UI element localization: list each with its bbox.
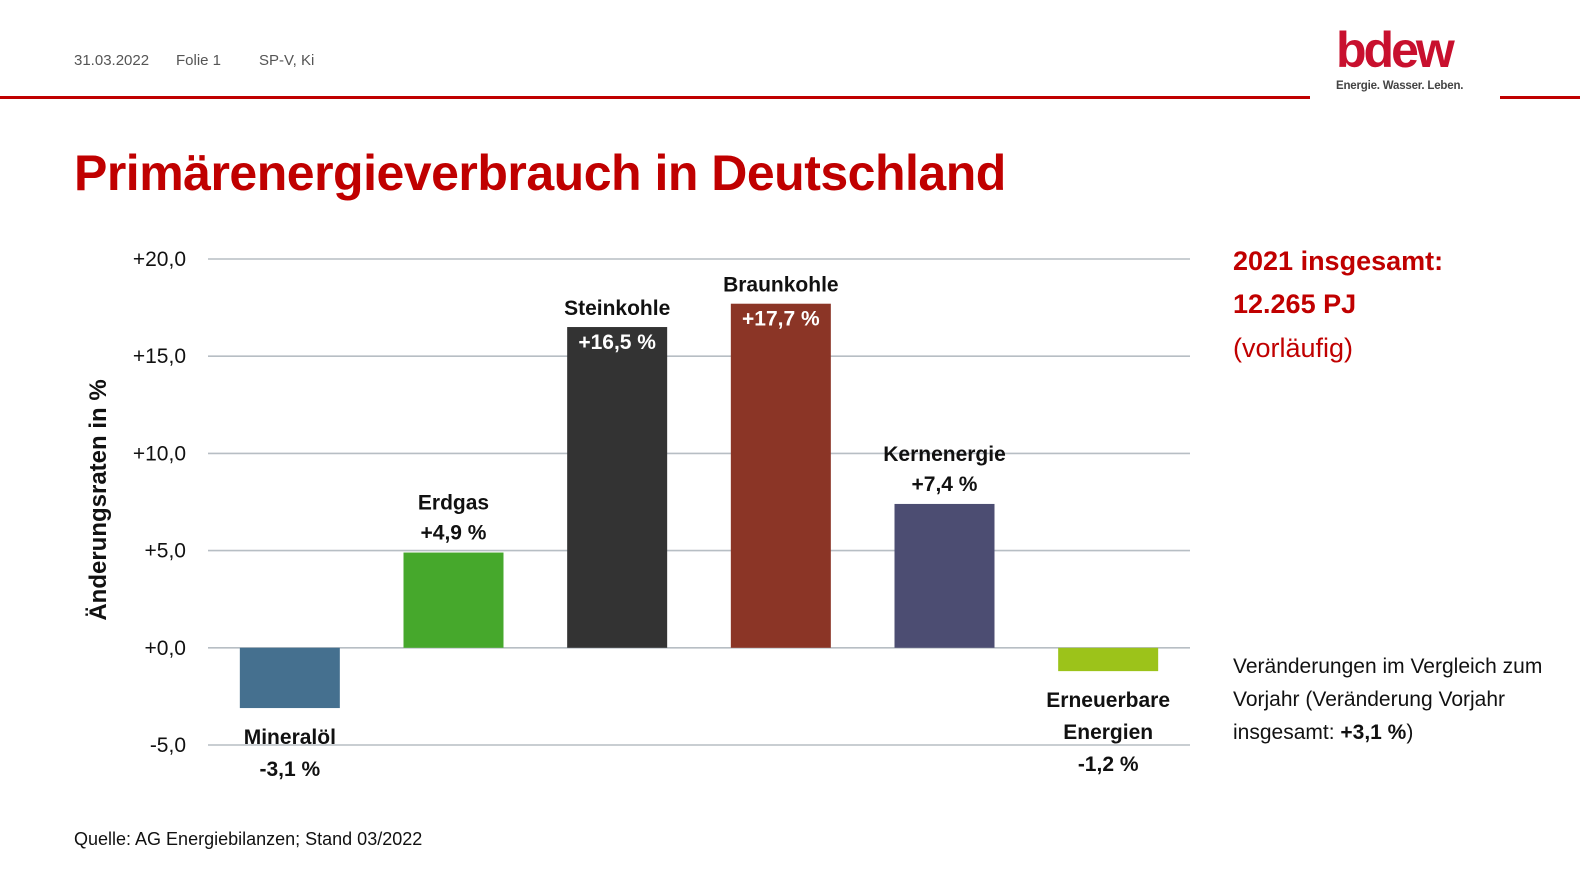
category-label: Mineralöl bbox=[244, 726, 336, 749]
category-label: Braunkohle bbox=[723, 274, 839, 297]
value-label: -1,2 % bbox=[1078, 753, 1139, 776]
category-label: Erdgas bbox=[418, 492, 489, 515]
category-label: Kernenergie bbox=[883, 443, 1006, 466]
category-label: Steinkohle bbox=[564, 297, 670, 320]
y-tick-label: +5,0 bbox=[145, 540, 186, 563]
y-tick-label: +15,0 bbox=[133, 345, 186, 368]
value-label: +16,5 % bbox=[578, 331, 656, 354]
y-tick-label: +10,0 bbox=[133, 442, 186, 465]
bar bbox=[239, 647, 340, 709]
value-label: +7,4 % bbox=[912, 473, 978, 496]
y-tick-label: +0,0 bbox=[145, 637, 186, 660]
y-axis-ticks: +20,0 +15,0 +10,0 +5,0 +0,0 -5,0 bbox=[133, 248, 186, 757]
slide-title: Primärenergieverbrauch in Deutschland bbox=[74, 145, 1006, 201]
logo-tagline: Energie. Wasser. Leben. bbox=[1336, 80, 1464, 92]
bar bbox=[567, 327, 668, 648]
bar bbox=[403, 552, 504, 648]
y-tick-label: -5,0 bbox=[150, 734, 186, 757]
value-label: +17,7 % bbox=[742, 308, 820, 331]
change-note: Veränderungen im Vergleich zum Vorjahr (… bbox=[1233, 650, 1563, 749]
change-note-text: Veränderungen im Vergleich zum Vorjahr (… bbox=[1233, 655, 1543, 744]
total-label: 2021 insgesamt: bbox=[1233, 246, 1444, 276]
header-author: SP-V, Ki bbox=[259, 52, 315, 69]
bdew-logo: bdew Energie. Wasser. Leben. bbox=[1336, 24, 1486, 92]
change-note-end: ) bbox=[1406, 721, 1414, 744]
gridlines bbox=[208, 258, 1190, 746]
bar-labels: Mineralöl -3,1 % Erdgas +4,9 % Steinkohle +16… bbox=[244, 274, 1170, 781]
logo-wordmark: bdew bbox=[1336, 22, 1455, 78]
header-slide-number: Folie 1 bbox=[176, 52, 222, 69]
category-label: Energien bbox=[1063, 721, 1153, 744]
bar bbox=[730, 303, 831, 648]
change-note-total: +3,1 % bbox=[1340, 721, 1407, 744]
bar bbox=[894, 503, 995, 648]
bar-chart: Änderungsraten in % +20,0+15,0+10,0+5,0+… bbox=[85, 248, 1190, 781]
header-divider-left bbox=[0, 96, 1310, 99]
value-label: -3,1 % bbox=[259, 758, 320, 781]
total-note: (vorläufig) bbox=[1233, 333, 1354, 363]
bars bbox=[239, 303, 1159, 709]
bar bbox=[1058, 647, 1159, 672]
total-value: 12.265 PJ bbox=[1233, 289, 1357, 319]
category-label: Erneuerbare bbox=[1046, 689, 1170, 712]
source-note: Quelle: AG Energiebilanzen; Stand 03/202… bbox=[74, 829, 423, 849]
header-divider-right bbox=[1500, 96, 1580, 99]
value-label: +4,9 % bbox=[421, 522, 487, 545]
y-tick-label: +20,0 bbox=[133, 248, 186, 271]
header-date: 31.03.2022 bbox=[74, 52, 150, 69]
y-axis-label: Änderungsraten in % bbox=[85, 379, 112, 620]
